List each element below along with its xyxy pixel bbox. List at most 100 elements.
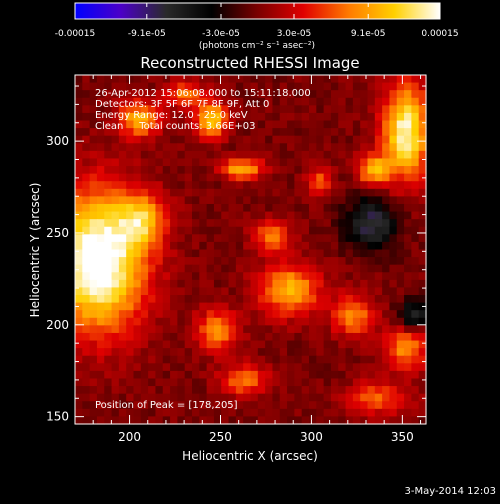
heatmap-cell bbox=[250, 378, 259, 387]
heatmap-cell bbox=[389, 348, 398, 357]
heatmap-cell bbox=[206, 272, 215, 281]
heatmap-cell bbox=[404, 302, 412, 311]
heatmap-cell bbox=[316, 332, 325, 342]
heatmap-cell bbox=[243, 355, 252, 364]
heatmap-cell bbox=[206, 219, 215, 228]
heatmap-cell bbox=[367, 325, 376, 334]
heatmap-cell bbox=[96, 348, 105, 357]
heatmap-cell bbox=[221, 158, 230, 167]
heatmap-cell bbox=[140, 120, 149, 129]
heatmap-cell bbox=[272, 386, 281, 395]
heatmap-cell bbox=[316, 166, 325, 175]
heatmap-cell bbox=[330, 295, 339, 304]
heatmap-cell bbox=[330, 82, 339, 91]
heatmap-cell bbox=[155, 416, 164, 425]
heatmap-cell bbox=[221, 219, 230, 228]
heatmap-cell bbox=[367, 355, 376, 364]
heatmap-cell bbox=[96, 90, 105, 99]
heatmap-cell bbox=[206, 158, 215, 167]
heatmap-cell bbox=[75, 401, 83, 410]
heatmap-cell bbox=[199, 279, 208, 289]
heatmap-cell bbox=[206, 340, 215, 349]
heatmap-cell bbox=[338, 257, 347, 266]
heatmap-cell bbox=[213, 196, 222, 205]
heatmap-cell bbox=[96, 188, 105, 197]
heatmap-cell bbox=[404, 97, 412, 106]
heatmap-cell bbox=[287, 325, 295, 334]
heatmap-cell bbox=[418, 287, 427, 296]
heatmap-cell bbox=[330, 128, 339, 137]
heatmap-cell bbox=[104, 416, 113, 425]
heatmap-cell bbox=[323, 249, 332, 258]
heatmap-cell bbox=[294, 393, 303, 402]
heatmap-cell bbox=[338, 234, 347, 243]
heatmap-cell bbox=[411, 188, 420, 197]
heatmap-cell bbox=[221, 386, 230, 395]
heatmap-cell bbox=[170, 82, 178, 91]
heatmap-cell bbox=[352, 408, 361, 418]
heatmap-cell bbox=[301, 257, 310, 266]
heatmap-cell bbox=[221, 241, 230, 251]
heatmap-cell bbox=[155, 325, 164, 334]
heatmap-cell bbox=[309, 340, 317, 349]
heatmap-cell bbox=[404, 310, 412, 319]
heatmap-cell bbox=[75, 408, 83, 418]
heatmap-cell bbox=[367, 105, 376, 114]
heatmap-cell bbox=[162, 272, 171, 281]
heatmap-cell bbox=[418, 135, 427, 144]
heatmap-cell bbox=[192, 82, 200, 91]
heatmap-cell bbox=[243, 97, 252, 106]
heatmap-cell bbox=[155, 302, 164, 311]
heatmap-cell bbox=[294, 279, 303, 289]
heatmap-cell bbox=[96, 408, 105, 418]
heatmap-cell bbox=[148, 393, 157, 402]
heatmap-cell bbox=[257, 295, 266, 304]
heatmap-cell bbox=[396, 135, 405, 144]
heatmap-cell bbox=[338, 332, 347, 342]
heatmap-cell bbox=[111, 386, 120, 395]
heatmap-cell bbox=[272, 166, 281, 175]
heatmap-cell bbox=[338, 287, 347, 296]
heatmap-cell bbox=[389, 166, 398, 175]
heatmap-cell bbox=[330, 355, 339, 364]
heatmap-cell bbox=[140, 112, 149, 122]
heatmap-cell bbox=[301, 249, 310, 258]
heatmap-cell bbox=[360, 211, 369, 220]
heatmap-cell bbox=[389, 355, 398, 364]
heatmap-cell bbox=[338, 310, 347, 319]
heatmap-cell bbox=[265, 241, 274, 251]
heatmap-cell bbox=[170, 105, 178, 114]
heatmap-cell bbox=[140, 257, 149, 266]
heatmap-cell bbox=[243, 82, 252, 91]
heatmap-cell bbox=[118, 340, 127, 349]
heatmap-cell bbox=[418, 317, 427, 326]
heatmap-cell bbox=[96, 272, 105, 281]
heatmap-cell bbox=[221, 203, 230, 213]
heatmap-cell bbox=[89, 203, 98, 213]
heatmap-cell bbox=[184, 173, 193, 182]
heatmap-cell bbox=[243, 211, 252, 220]
heatmap-cell bbox=[213, 90, 222, 99]
heatmap-cell bbox=[104, 135, 113, 144]
heatmap-cell bbox=[206, 363, 215, 372]
heatmap-cell bbox=[82, 408, 91, 418]
heatmap-cell bbox=[118, 143, 127, 152]
heatmap-cell bbox=[323, 219, 332, 228]
heatmap-cell bbox=[301, 340, 310, 349]
heatmap-cell bbox=[287, 317, 295, 326]
heatmap-cell bbox=[279, 279, 288, 289]
heatmap-cell bbox=[265, 416, 274, 425]
heatmap-cell bbox=[250, 370, 259, 380]
heatmap-cell bbox=[323, 196, 332, 205]
heatmap-cell bbox=[243, 226, 252, 235]
heatmap-cell bbox=[382, 105, 391, 114]
heatmap-cell bbox=[257, 82, 266, 91]
heatmap-cell bbox=[309, 234, 317, 243]
heatmap-cell bbox=[316, 173, 325, 182]
heatmap-cell bbox=[272, 355, 281, 364]
heatmap-cell bbox=[96, 264, 105, 273]
heatmap-cell bbox=[162, 340, 171, 349]
heatmap-cell bbox=[162, 355, 171, 364]
heatmap-cell bbox=[184, 150, 193, 160]
heatmap-cell bbox=[133, 120, 142, 129]
